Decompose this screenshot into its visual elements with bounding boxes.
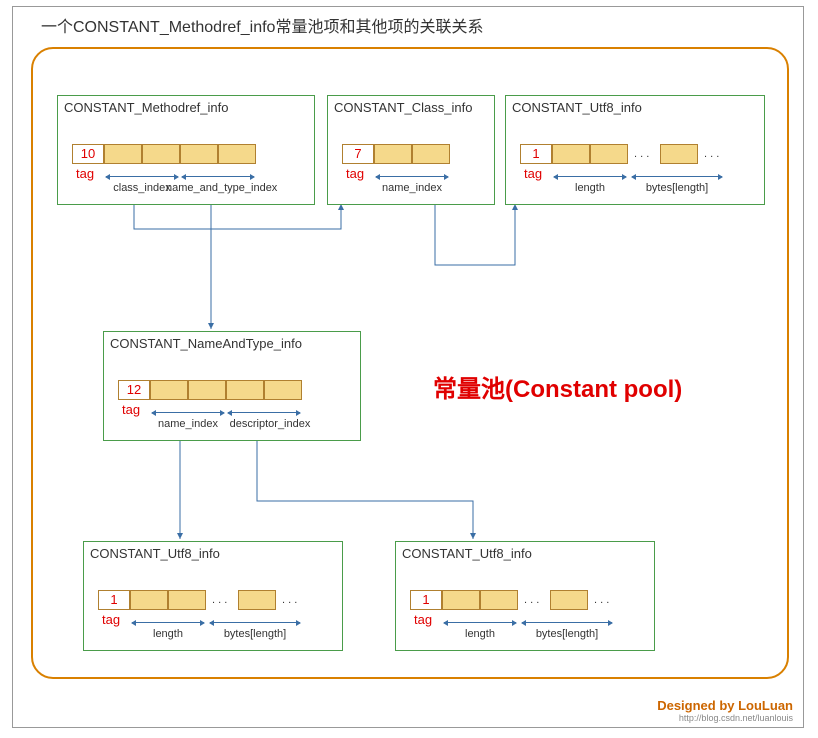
utf8-bl-title: CONSTANT_Utf8_info: [90, 546, 220, 561]
utf8-bl-dots: . . .: [282, 594, 297, 606]
methodref-tag-cell: 10: [72, 144, 104, 164]
utf8-top-box: CONSTANT_Utf8_info 1 . . . . . . tag len…: [505, 95, 765, 205]
utf8-br-tag-label: tag: [414, 612, 432, 627]
methodref-tag-label: tag: [76, 166, 94, 181]
methodref-byte: [142, 144, 180, 164]
methodref-byte: [104, 144, 142, 164]
credit-url: http://blog.csdn.net/luanlouis: [657, 713, 793, 723]
span-arrow: [632, 176, 722, 177]
utf8-top-byte: [552, 144, 590, 164]
span-arrow: [376, 176, 448, 177]
span-arrow: [522, 622, 612, 623]
nameandtype-byte: [188, 380, 226, 400]
utf8-top-byte: [590, 144, 628, 164]
span-arrow: [132, 622, 204, 623]
class-box: CONSTANT_Class_info 7 tag name_index: [327, 95, 495, 205]
utf8-bl-field2: bytes[length]: [210, 628, 300, 640]
utf8-br-dots: . . .: [524, 594, 539, 606]
utf8-bl-dots: . . .: [212, 594, 227, 606]
utf8-br-field2: bytes[length]: [522, 628, 612, 640]
span-arrow: [554, 176, 626, 177]
utf8-br-byte: [442, 590, 480, 610]
utf8-bl-box: CONSTANT_Utf8_info 1 . . . . . . tag len…: [83, 541, 343, 651]
class-byte: [374, 144, 412, 164]
methodref-field2: name_and_type_index: [166, 182, 276, 194]
utf8-br-tag-cell: 1: [410, 590, 442, 610]
nameandtype-field2: descriptor_index: [220, 418, 320, 430]
nameandtype-field1: name_index: [152, 418, 224, 430]
class-tag-label: tag: [346, 166, 364, 181]
utf8-top-title: CONSTANT_Utf8_info: [512, 100, 642, 115]
span-arrow: [210, 622, 300, 623]
diagram-title: 一个CONSTANT_Methodref_info常量池项和其他项的关联关系: [41, 13, 483, 37]
nameandtype-box: CONSTANT_NameAndType_info 12 tag name_in…: [103, 331, 361, 441]
utf8-bl-tag-label: tag: [102, 612, 120, 627]
utf8-br-byte: [550, 590, 588, 610]
span-arrow: [182, 176, 254, 177]
nameandtype-tag-label: tag: [122, 402, 140, 417]
class-title: CONSTANT_Class_info: [334, 100, 472, 115]
methodref-box: CONSTANT_Methodref_info 10 tag class_ind…: [57, 95, 315, 205]
constant-pool-container: CONSTANT_Methodref_info 10 tag class_ind…: [31, 47, 789, 679]
class-tag-cell: 7: [342, 144, 374, 164]
span-arrow: [444, 622, 516, 623]
span-arrow: [152, 412, 224, 413]
span-arrow: [106, 176, 178, 177]
outer-frame: 一个CONSTANT_Methodref_info常量池项和其他项的关联关系 C…: [12, 6, 804, 728]
utf8-br-box: CONSTANT_Utf8_info 1 . . . . . . tag len…: [395, 541, 655, 651]
utf8-top-tag-cell: 1: [520, 144, 552, 164]
utf8-top-byte: [660, 144, 698, 164]
utf8-top-field1: length: [554, 182, 626, 194]
methodref-byte: [218, 144, 256, 164]
pool-label: 常量池(Constant pool): [433, 369, 682, 404]
class-byte: [412, 144, 450, 164]
nameandtype-byte: [150, 380, 188, 400]
utf8-top-dots: . . .: [704, 148, 719, 160]
utf8-br-dots: . . .: [594, 594, 609, 606]
nameandtype-title: CONSTANT_NameAndType_info: [110, 336, 302, 351]
utf8-bl-byte: [238, 590, 276, 610]
span-arrow: [228, 412, 300, 413]
utf8-bl-byte: [130, 590, 168, 610]
utf8-br-field1: length: [444, 628, 516, 640]
credit: Designed by LouLuan http://blog.csdn.net…: [657, 698, 793, 723]
credit-by: Designed by LouLuan: [657, 698, 793, 713]
utf8-top-field2: bytes[length]: [632, 182, 722, 194]
utf8-bl-tag-cell: 1: [98, 590, 130, 610]
nameandtype-byte: [226, 380, 264, 400]
utf8-top-tag-label: tag: [524, 166, 542, 181]
utf8-bl-byte: [168, 590, 206, 610]
methodref-byte: [180, 144, 218, 164]
nameandtype-tag-cell: 12: [118, 380, 150, 400]
utf8-br-title: CONSTANT_Utf8_info: [402, 546, 532, 561]
utf8-top-dots: . . .: [634, 148, 649, 160]
nameandtype-byte: [264, 380, 302, 400]
utf8-br-byte: [480, 590, 518, 610]
class-field1: name_index: [376, 182, 448, 194]
utf8-bl-field1: length: [132, 628, 204, 640]
methodref-title: CONSTANT_Methodref_info: [64, 100, 229, 115]
